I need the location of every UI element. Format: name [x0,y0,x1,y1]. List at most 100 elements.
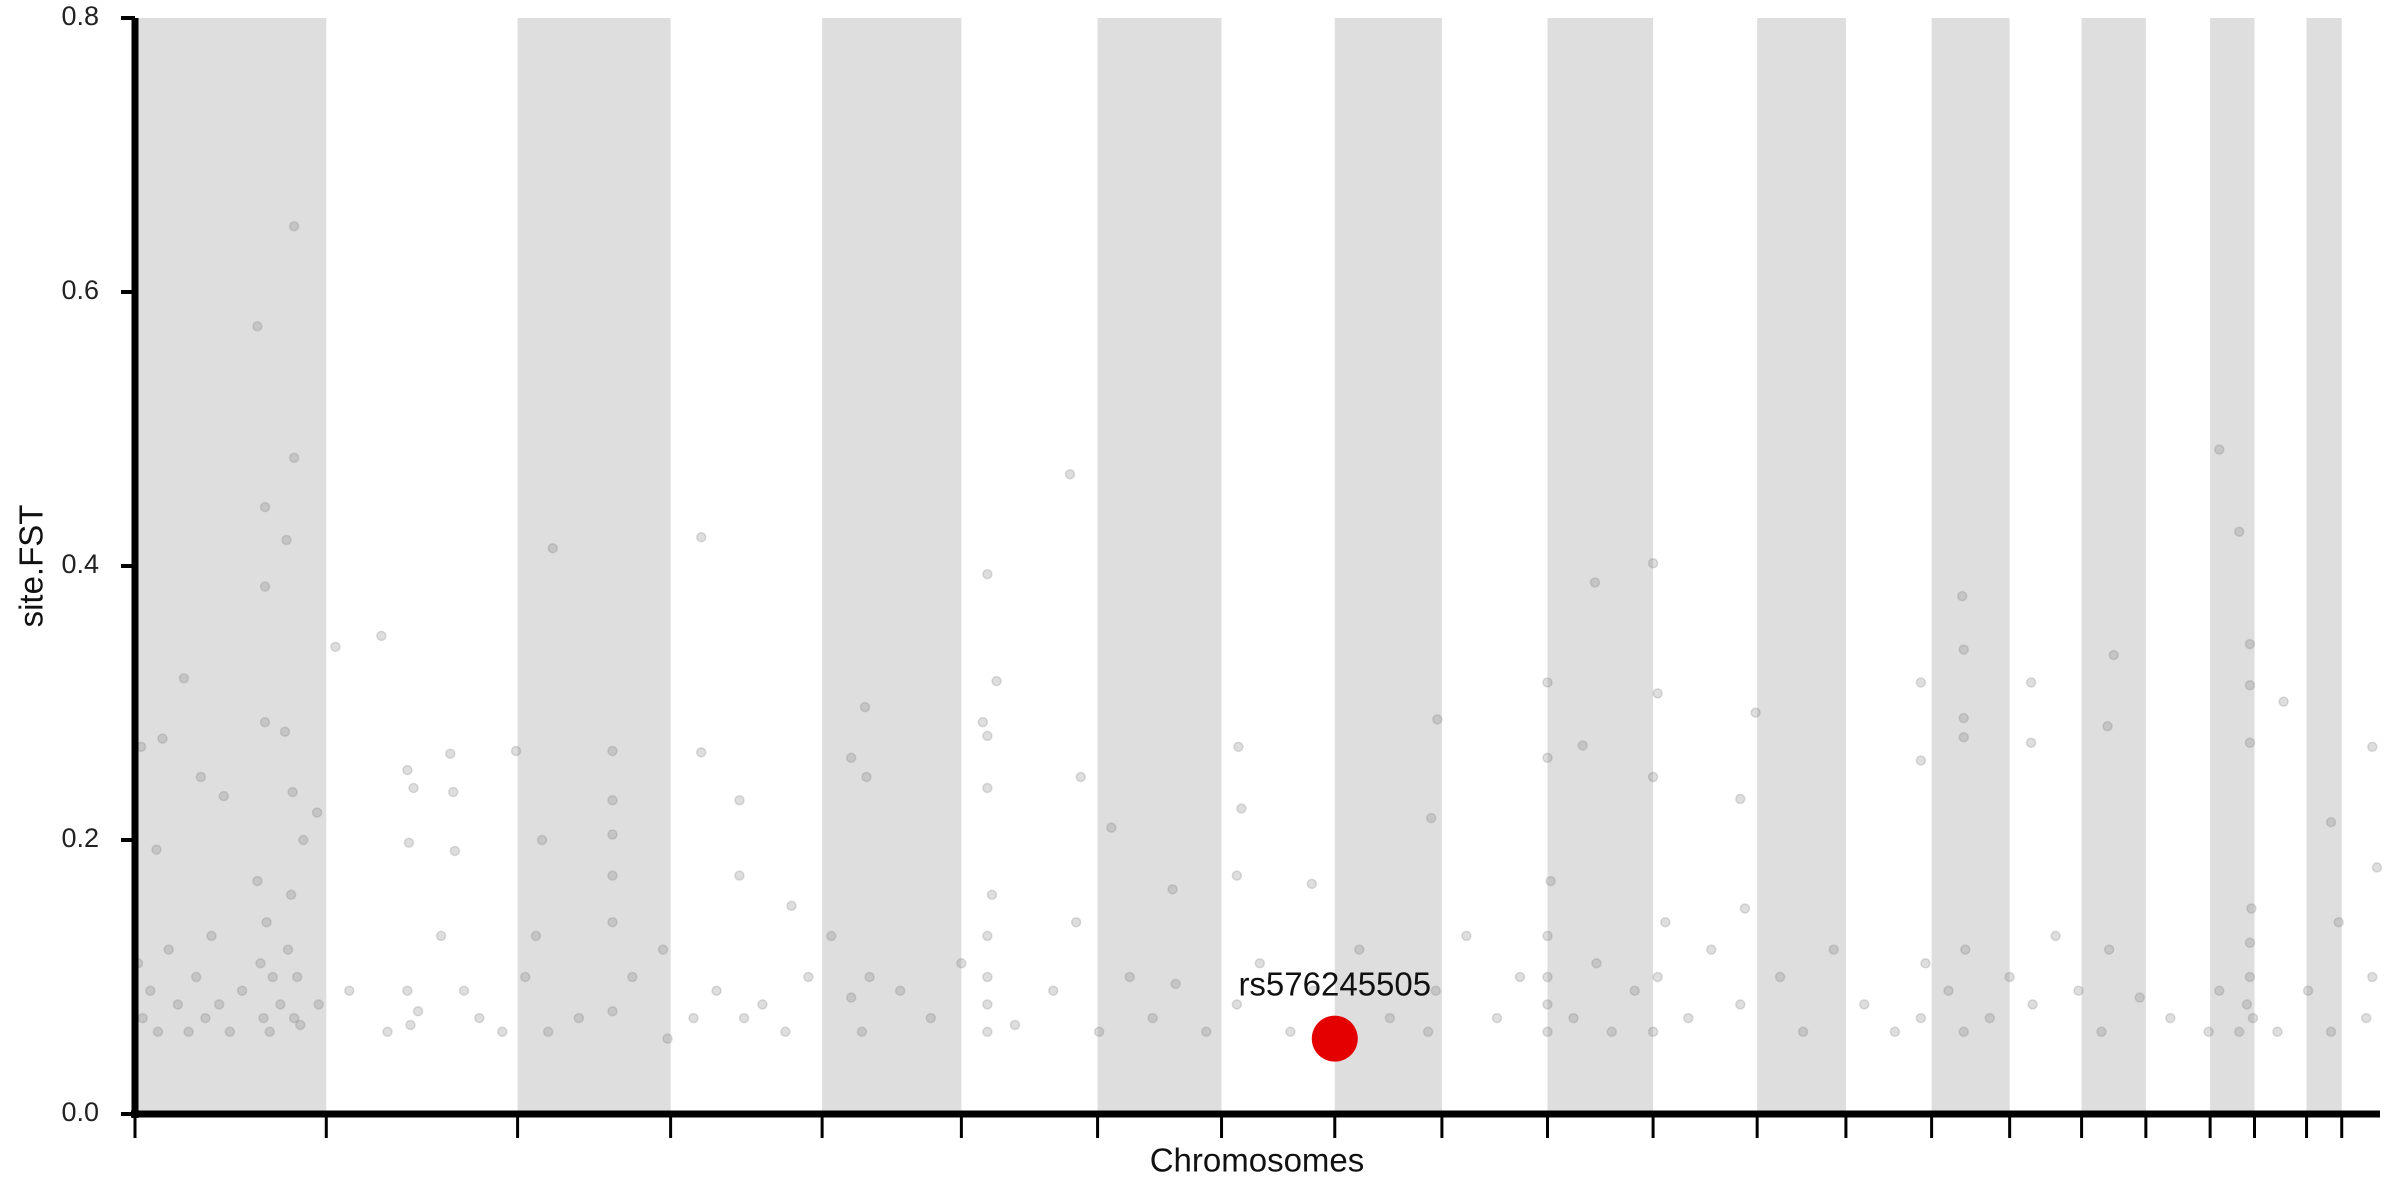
point [1660,916,1671,928]
point [1170,978,1181,990]
point [982,930,993,942]
point [412,1006,424,1017]
point [444,748,456,759]
point [224,1026,236,1038]
point [2165,1012,2176,1024]
point [1542,999,1553,1010]
point [183,1026,194,1038]
point [1285,1026,1296,1038]
point [1542,1026,1553,1038]
point [803,971,814,983]
point [1425,812,1437,824]
chromosome-band [135,18,327,1114]
point [2025,737,2037,748]
chromosome-band [2306,18,2342,1114]
point [137,1012,148,1024]
chromosome-band [517,18,671,1114]
point [172,999,184,1010]
point [1705,944,1717,955]
point [1958,732,1969,743]
point [864,971,875,983]
point [2367,971,2378,983]
point [2134,992,2145,1003]
point [688,1012,699,1024]
point [1606,1026,1618,1038]
point [536,834,548,846]
point [1956,590,1968,602]
point [288,1012,300,1024]
point [2203,1026,2214,1038]
point [695,531,707,543]
point [1915,677,1927,688]
point [1070,916,1082,928]
point [252,875,263,887]
point [2367,741,2378,753]
point [311,807,323,818]
y-tick-label: 0.4 [61,549,99,579]
point [151,844,162,855]
point [845,752,857,764]
point [402,764,413,776]
point [2278,696,2289,707]
point [213,999,225,1010]
point [1200,1026,1212,1038]
point [258,1012,269,1024]
point [786,900,797,912]
point [982,999,993,1010]
point [405,1019,416,1031]
point [200,1012,211,1024]
point [1124,971,1135,983]
point [252,321,263,332]
point [1075,771,1086,783]
point [382,1026,393,1038]
point [2214,444,2225,455]
point [1306,878,1318,890]
point [2027,999,2038,1010]
point [2244,679,2256,691]
y-tick-label: 0.0 [61,1097,99,1127]
point [845,992,857,1003]
point [261,916,272,928]
point [2102,721,2113,732]
point [991,675,1002,687]
point [1647,558,1659,569]
point [255,958,266,969]
point [285,889,297,901]
point [2360,1012,2372,1024]
point [282,944,294,955]
point [287,786,298,798]
point [1422,1026,1434,1038]
point [607,829,618,840]
y-tick-label: 0.6 [61,275,99,305]
point [1231,999,1243,1010]
point [449,845,461,857]
point [259,501,271,513]
point [1491,1012,1503,1024]
point [157,733,168,744]
point [607,870,618,881]
point [1009,1019,1021,1031]
point [1147,1012,1158,1024]
point [1739,903,1751,914]
point [826,930,837,942]
point [1591,958,1602,969]
point [547,542,559,554]
point [982,971,993,983]
point [1233,741,1244,753]
point [695,747,707,758]
bands [135,18,2342,1114]
point [1589,577,1601,588]
point [1889,1026,1901,1038]
point [2247,1012,2259,1024]
point [152,1026,164,1038]
point [2333,916,2344,928]
point [977,716,989,728]
point [607,1006,618,1017]
point [734,870,745,881]
point [1430,985,1442,996]
point [1647,1026,1659,1038]
axes: 0.0 0.2 0.4 0.6 0.8 [61,1,2380,1138]
point [757,999,768,1010]
point [1750,707,1761,718]
